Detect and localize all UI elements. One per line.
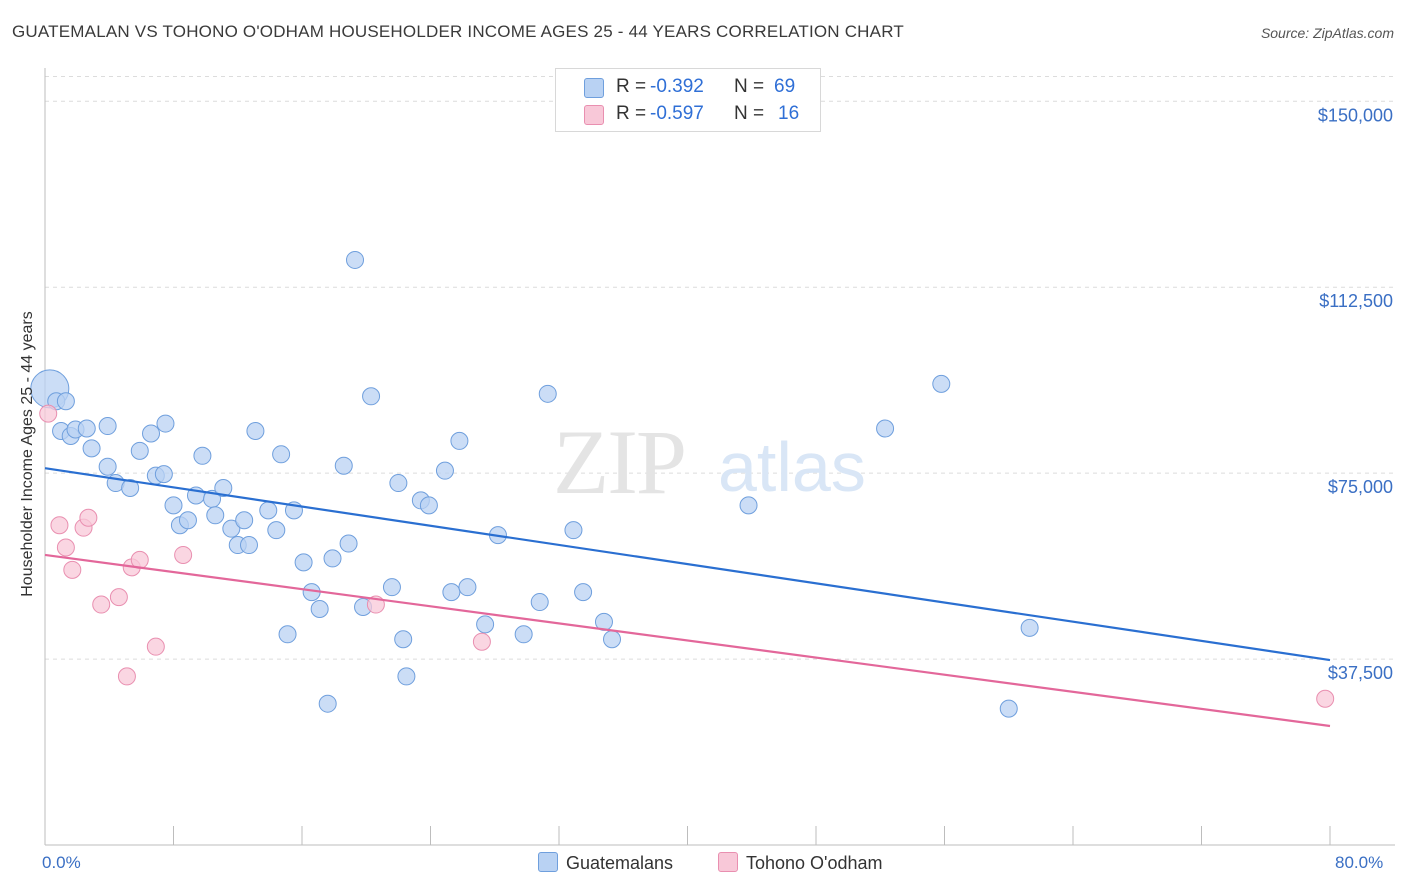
point-guatemalans xyxy=(382,578,401,597)
point-guatemalans xyxy=(206,506,225,525)
point-guatemalans xyxy=(334,456,353,475)
point-guatemalans xyxy=(514,625,533,644)
point-guatemalans xyxy=(932,374,951,393)
point-tohono-odham xyxy=(92,595,111,614)
point-guatemalans xyxy=(164,496,183,515)
y-tick-label: $75,000 xyxy=(1328,477,1393,497)
bottom-legend-guatemalans: Guatemalans xyxy=(538,852,673,874)
source-note: Source: ZipAtlas.com xyxy=(1260,25,1394,41)
legend-swatch-blue xyxy=(584,78,604,98)
point-guatemalans xyxy=(56,392,75,411)
x-tick-label-min: 0.0% xyxy=(42,853,81,872)
point-guatemalans xyxy=(397,667,416,686)
bottom-legend-label: Tohono O'odham xyxy=(746,853,883,873)
legend-r-label: R = xyxy=(616,103,647,124)
legend-swatch-pink xyxy=(584,105,604,125)
point-tohono-odham xyxy=(174,545,193,564)
point-guatemalans xyxy=(476,615,495,634)
bottom-legend-tohono: Tohono O'odham xyxy=(718,852,883,874)
point-guatemalans xyxy=(259,501,278,520)
point-tohono-odham xyxy=(117,667,136,686)
legend-r-value: -0.597 xyxy=(650,103,704,124)
legend-n-value: 69 xyxy=(774,76,796,97)
trendline-guatemalans xyxy=(44,467,1331,662)
point-tohono-odham xyxy=(56,538,75,557)
point-guatemalans xyxy=(739,496,758,515)
point-guatemalans xyxy=(235,511,254,530)
watermark-atlas: atlas xyxy=(718,428,866,506)
point-tohono-odham xyxy=(109,588,128,607)
point-tohono-odham xyxy=(50,516,69,535)
x-tick-label-max: 80.0% xyxy=(1335,853,1384,872)
point-guatemalans xyxy=(272,445,291,464)
point-guatemalans xyxy=(574,583,593,602)
point-guatemalans xyxy=(458,578,477,597)
stats-legend: R = -0.392 N = 69 R = -0.597 N = 16 xyxy=(555,68,821,132)
point-guatemalans xyxy=(442,583,461,602)
point-guatemalans xyxy=(98,457,117,476)
point-guatemalans xyxy=(389,474,408,493)
point-guatemalans xyxy=(1020,618,1039,637)
point-guatemalans xyxy=(603,630,622,649)
point-guatemalans xyxy=(130,441,149,460)
point-guatemalans xyxy=(214,479,233,498)
point-guatemalans xyxy=(323,549,342,568)
point-guatemalans xyxy=(178,511,197,530)
zipatlas-watermark: ZIP atlas xyxy=(553,411,866,513)
point-tohono-odham xyxy=(39,404,58,423)
point-guatemalans xyxy=(310,599,329,618)
y-axis-label: Householder Income Ages 25 - 44 years xyxy=(19,311,36,597)
legend-r-value: -0.392 xyxy=(650,76,704,97)
point-guatemalans xyxy=(77,419,96,438)
point-guatemalans xyxy=(876,419,895,438)
point-guatemalans xyxy=(564,521,583,540)
point-guatemalans xyxy=(318,694,337,713)
point-guatemalans xyxy=(239,536,258,555)
legend-n-value: 16 xyxy=(778,103,800,124)
point-guatemalans xyxy=(98,417,117,436)
point-tohono-odham xyxy=(1316,689,1335,708)
point-tohono-odham xyxy=(79,508,98,527)
point-guatemalans xyxy=(82,439,101,458)
point-tohono-odham xyxy=(472,632,491,651)
chart-title: GUATEMALAN VS TOHONO O'ODHAM HOUSEHOLDER… xyxy=(12,22,904,41)
point-guatemalans xyxy=(394,630,413,649)
point-guatemalans xyxy=(267,521,286,540)
point-guatemalans xyxy=(435,461,454,480)
point-guatemalans xyxy=(339,534,358,553)
y-tick-label: $37,500 xyxy=(1328,663,1393,683)
point-guatemalans xyxy=(142,424,161,443)
point-guatemalans xyxy=(419,496,438,515)
point-guatemalans xyxy=(530,593,549,612)
point-guatemalans xyxy=(450,431,469,450)
point-guatemalans xyxy=(362,387,381,406)
point-guatemalans xyxy=(346,250,365,269)
legend-r-label: R = xyxy=(616,76,647,97)
point-tohono-odham xyxy=(146,637,165,656)
point-guatemalans xyxy=(193,446,212,465)
point-guatemalans xyxy=(121,479,140,498)
trendline-tohono-odham xyxy=(44,553,1331,728)
point-guatemalans xyxy=(246,422,265,441)
point-guatemalans xyxy=(278,625,297,644)
point-guatemalans xyxy=(222,519,241,538)
legend-n-label: N = xyxy=(734,103,765,124)
bottom-legend-swatch-blue xyxy=(538,852,558,872)
y-tick-label: $112,500 xyxy=(1319,291,1393,311)
y-tick-label: $150,000 xyxy=(1318,105,1393,125)
point-guatemalans xyxy=(538,384,557,403)
bottom-legend-label: Guatemalans xyxy=(566,853,674,873)
legend-n-label: N = xyxy=(734,76,765,97)
point-guatemalans xyxy=(156,414,175,433)
bottom-legend-swatch-pink xyxy=(718,852,738,872)
point-guatemalans xyxy=(294,553,313,572)
point-tohono-odham xyxy=(63,560,82,579)
point-guatemalans xyxy=(154,465,173,484)
point-guatemalans xyxy=(999,699,1018,718)
watermark-zip: ZIP xyxy=(553,411,685,513)
